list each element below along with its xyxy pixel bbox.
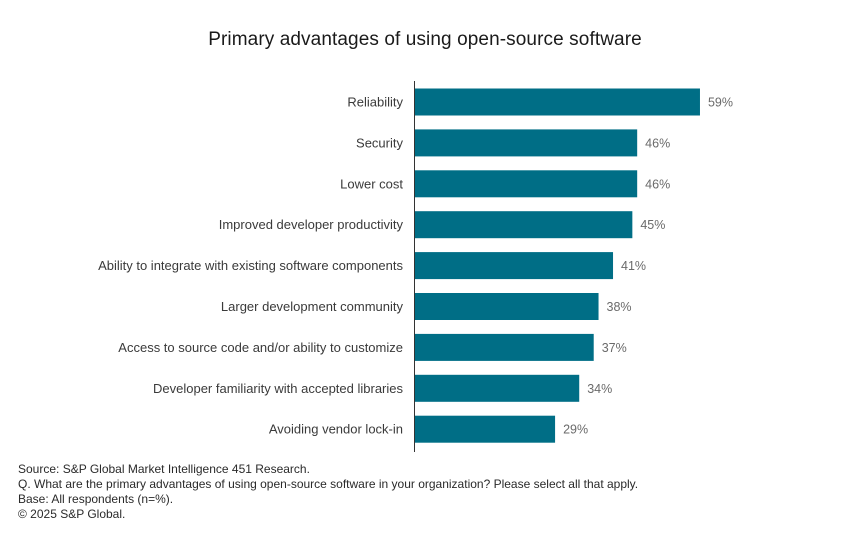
base-note: Base: All respondents (n=%). [18, 492, 174, 506]
value-label: 59% [708, 96, 733, 110]
source-note: Source: S&P Global Market Intelligence 4… [18, 462, 310, 476]
bar [415, 88, 700, 116]
bar [415, 333, 594, 361]
category-label: Developer familiarity with accepted libr… [153, 381, 403, 396]
category-label: Improved developer productivity [219, 217, 404, 232]
bar [415, 293, 599, 320]
copyright-note: © 2025 S&P Global. [18, 507, 126, 521]
category-label: Reliability [347, 95, 403, 110]
category-label: Access to source code and/or ability to … [118, 340, 403, 355]
value-label: 46% [645, 136, 670, 150]
chart-title: Primary advantages of using open-source … [208, 29, 642, 50]
question-note: Q. What are the primary advantages of us… [18, 477, 639, 491]
category-label: Ability to integrate with existing softw… [98, 258, 403, 273]
value-label: 38% [607, 300, 632, 314]
category-label: Security [356, 135, 403, 150]
bar-chart: Reliability 59% Security 46% Lower cost 46% Im… [98, 81, 733, 452]
bar [415, 374, 580, 402]
bar [415, 129, 638, 157]
category-label: Larger development community [221, 299, 404, 314]
bar [415, 170, 638, 198]
value-label: 34% [587, 382, 612, 396]
chart-footer: Source: S&P Global Market Intelligence 4… [18, 462, 638, 522]
value-label: 46% [645, 177, 670, 191]
bar [415, 252, 614, 280]
bar [415, 211, 633, 239]
value-label: 45% [640, 218, 665, 232]
category-label: Lower cost [340, 176, 403, 191]
value-label: 37% [602, 341, 627, 355]
category-label: Avoiding vendor lock-in [269, 422, 403, 437]
bar [415, 415, 556, 443]
value-label: 29% [563, 423, 588, 437]
value-label: 41% [621, 259, 646, 273]
bars-group: Reliability 59% Security 46% Lower cost 46% Im… [98, 88, 733, 443]
